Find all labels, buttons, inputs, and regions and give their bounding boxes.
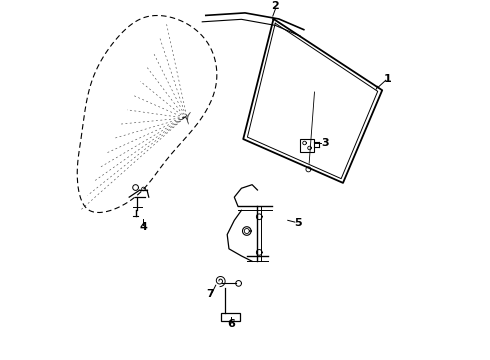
Text: 6: 6 (227, 319, 235, 329)
Text: 3: 3 (321, 138, 329, 148)
Text: 2: 2 (271, 1, 279, 12)
Text: 4: 4 (140, 222, 147, 233)
Text: 7: 7 (207, 289, 214, 300)
Text: 1: 1 (384, 74, 392, 84)
Text: 5: 5 (294, 218, 302, 228)
Bar (221, 313, 240, 321)
Bar (300, 139, 314, 152)
